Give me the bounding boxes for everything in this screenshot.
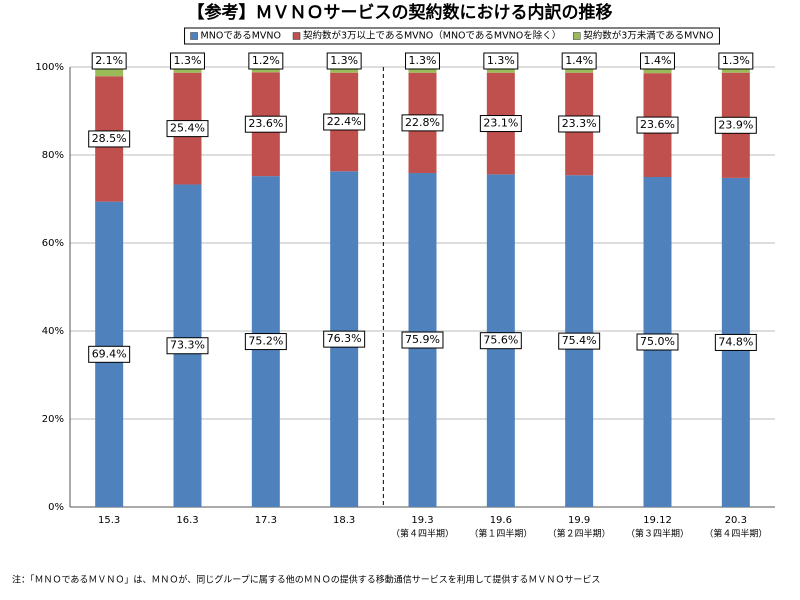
x-tick-label: 19.6 [490, 515, 512, 526]
bar-segment [95, 67, 124, 77]
label-box [558, 115, 601, 133]
label-box [636, 333, 679, 351]
data-label: 1.3% [330, 54, 358, 67]
label-box [244, 115, 287, 133]
legend-label: MNOであるMVNO [201, 31, 281, 42]
label-box [718, 52, 754, 70]
label-box [323, 113, 366, 131]
data-label: 23.1% [483, 117, 518, 130]
x-tick-label: 19.9 [568, 515, 590, 526]
x-tick-label: 20.3 [725, 515, 747, 526]
label-box [170, 52, 205, 70]
bar-segment [408, 67, 437, 73]
x-tick-note: （第４四半期） [391, 528, 454, 540]
x-tick-label: 18.3 [333, 515, 355, 526]
data-label: 75.4% [562, 334, 597, 347]
bar-segment [565, 66, 594, 73]
data-label: 1.4% [565, 54, 593, 67]
x-tick-note: （第１四半期） [469, 528, 532, 540]
bar-segment [486, 67, 515, 73]
data-label: 23.9% [718, 118, 753, 131]
label-box [714, 116, 757, 134]
data-label: 25.4% [170, 122, 205, 135]
legend-label: 契約数が3万未満であるMVNO [583, 30, 713, 42]
label-box [640, 52, 675, 70]
footnote: 注：「ＭＮＯであるＭＶＮＯ」は、ＭＮＯが、同じグループに属する他のＭＮＯの提供す… [12, 574, 600, 586]
data-label: 1.2% [252, 54, 280, 67]
data-label: 1.4% [644, 54, 672, 67]
data-label: 22.8% [405, 116, 440, 129]
data-label: 75.6% [483, 334, 518, 347]
data-label: 1.3% [722, 54, 750, 67]
y-tick-label: 100% [35, 62, 64, 73]
data-label: 76.3% [327, 332, 362, 345]
label-box [88, 345, 131, 363]
y-tick-label: 0% [48, 502, 64, 513]
legend-swatch [292, 32, 301, 40]
legend-swatch [572, 32, 581, 40]
label-box [558, 332, 601, 350]
data-label: 2.1% [95, 54, 123, 67]
label-box [636, 116, 679, 134]
label-box [561, 52, 597, 70]
y-tick-label: 80% [42, 150, 64, 161]
label-box [166, 337, 209, 355]
label-box [479, 332, 522, 350]
legend-box [184, 27, 720, 45]
label-box [401, 331, 444, 349]
x-tick-note: （第３四半期） [626, 528, 689, 540]
bar-segment [721, 67, 750, 73]
label-box [714, 333, 757, 351]
x-tick-note: （第２四半期） [548, 528, 611, 540]
data-label: 22.4% [327, 115, 362, 128]
y-tick-label: 60% [42, 238, 64, 249]
bar-segment [643, 67, 672, 74]
data-label: 23.6% [640, 118, 675, 131]
data-label: 1.3% [409, 54, 437, 67]
legend-label: 契約数が3万以上であるMVNO（MNOであるMVNOを除く） [303, 30, 561, 42]
data-label: 75.9% [405, 333, 440, 346]
legend-swatch [190, 32, 198, 40]
x-tick-label: 16.3 [176, 515, 198, 526]
x-tick-label: 15.3 [98, 515, 120, 526]
data-label: 74.8% [718, 335, 753, 348]
label-box [323, 330, 366, 348]
label-box [88, 130, 131, 148]
chart-title: 【参考】ＭＶＮＯサービスの契約数における内訳の推移 [188, 2, 613, 23]
label-box [248, 52, 284, 70]
data-label: 23.6% [248, 117, 283, 130]
label-box [244, 333, 287, 351]
bar-segment [330, 67, 359, 73]
bar-segment [173, 67, 202, 73]
data-label: 75.0% [640, 335, 675, 348]
label-box [326, 52, 362, 70]
label-box [166, 120, 209, 138]
data-label: 75.2% [248, 335, 283, 348]
data-label: 23.3% [562, 117, 597, 130]
label-box [91, 52, 127, 70]
y-tick-label: 40% [42, 326, 64, 337]
label-box [483, 52, 519, 70]
data-label: 69.4% [92, 347, 127, 360]
x-tick-label: 17.3 [255, 515, 277, 526]
label-box [479, 115, 522, 133]
x-tick-label: 19.12 [643, 515, 672, 526]
bar-segment [251, 67, 280, 73]
data-label: 1.3% [487, 54, 515, 67]
data-label: 73.3% [170, 339, 205, 352]
x-tick-label: 19.3 [411, 515, 433, 526]
data-label: 1.3% [174, 54, 202, 67]
data-label: 28.5% [92, 132, 127, 145]
label-box [401, 114, 444, 132]
x-tick-note: （第４四半期） [704, 528, 767, 540]
label-box [405, 52, 440, 70]
y-tick-label: 20% [42, 414, 64, 425]
